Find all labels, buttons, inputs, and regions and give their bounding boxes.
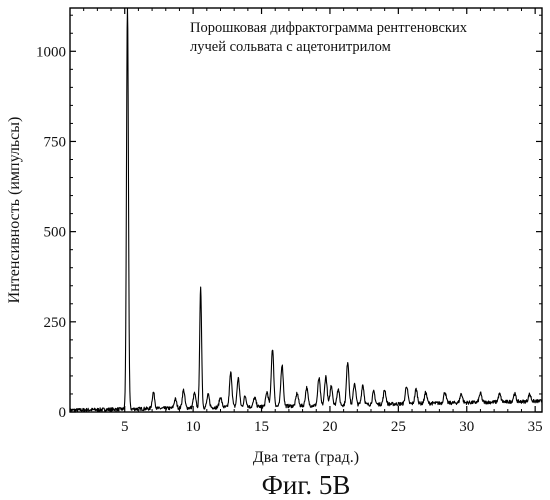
x-tick-label: 30: [459, 419, 474, 435]
annotation-line-2: лучей сольвата с ацетонитрилом: [190, 39, 391, 55]
x-tick-label: 25: [391, 419, 406, 435]
x-tick-label: 35: [528, 419, 543, 435]
y-axis-ticks: 0 250 500 750 1000: [36, 14, 542, 421]
x-tick-label: 10: [186, 419, 201, 435]
y-tick-label: 0: [59, 405, 67, 421]
x-tick-label: 5: [121, 419, 129, 435]
y-tick-label: 500: [44, 225, 67, 241]
y-axis-title: Интенсивность (импульсы): [6, 117, 23, 304]
series-group: [69, 7, 543, 413]
x-axis-title: Два тета (град.): [253, 449, 359, 466]
figure-caption: Фиг. 5В: [262, 470, 351, 500]
y-tick-label: 250: [44, 315, 67, 331]
x-axis-ticks: 5 10 15 20 25 30 35: [69, 8, 543, 435]
diffraction-trace: [69, 7, 543, 413]
x-tick-label: 15: [254, 419, 269, 435]
plot-frame: [69, 7, 543, 413]
y-tick-label: 750: [44, 134, 67, 150]
annotation-line-1: Порошковая дифрактограмма рентгеновских: [190, 20, 468, 36]
y-tick-label: 1000: [36, 44, 66, 60]
x-tick-label: 20: [322, 419, 337, 435]
